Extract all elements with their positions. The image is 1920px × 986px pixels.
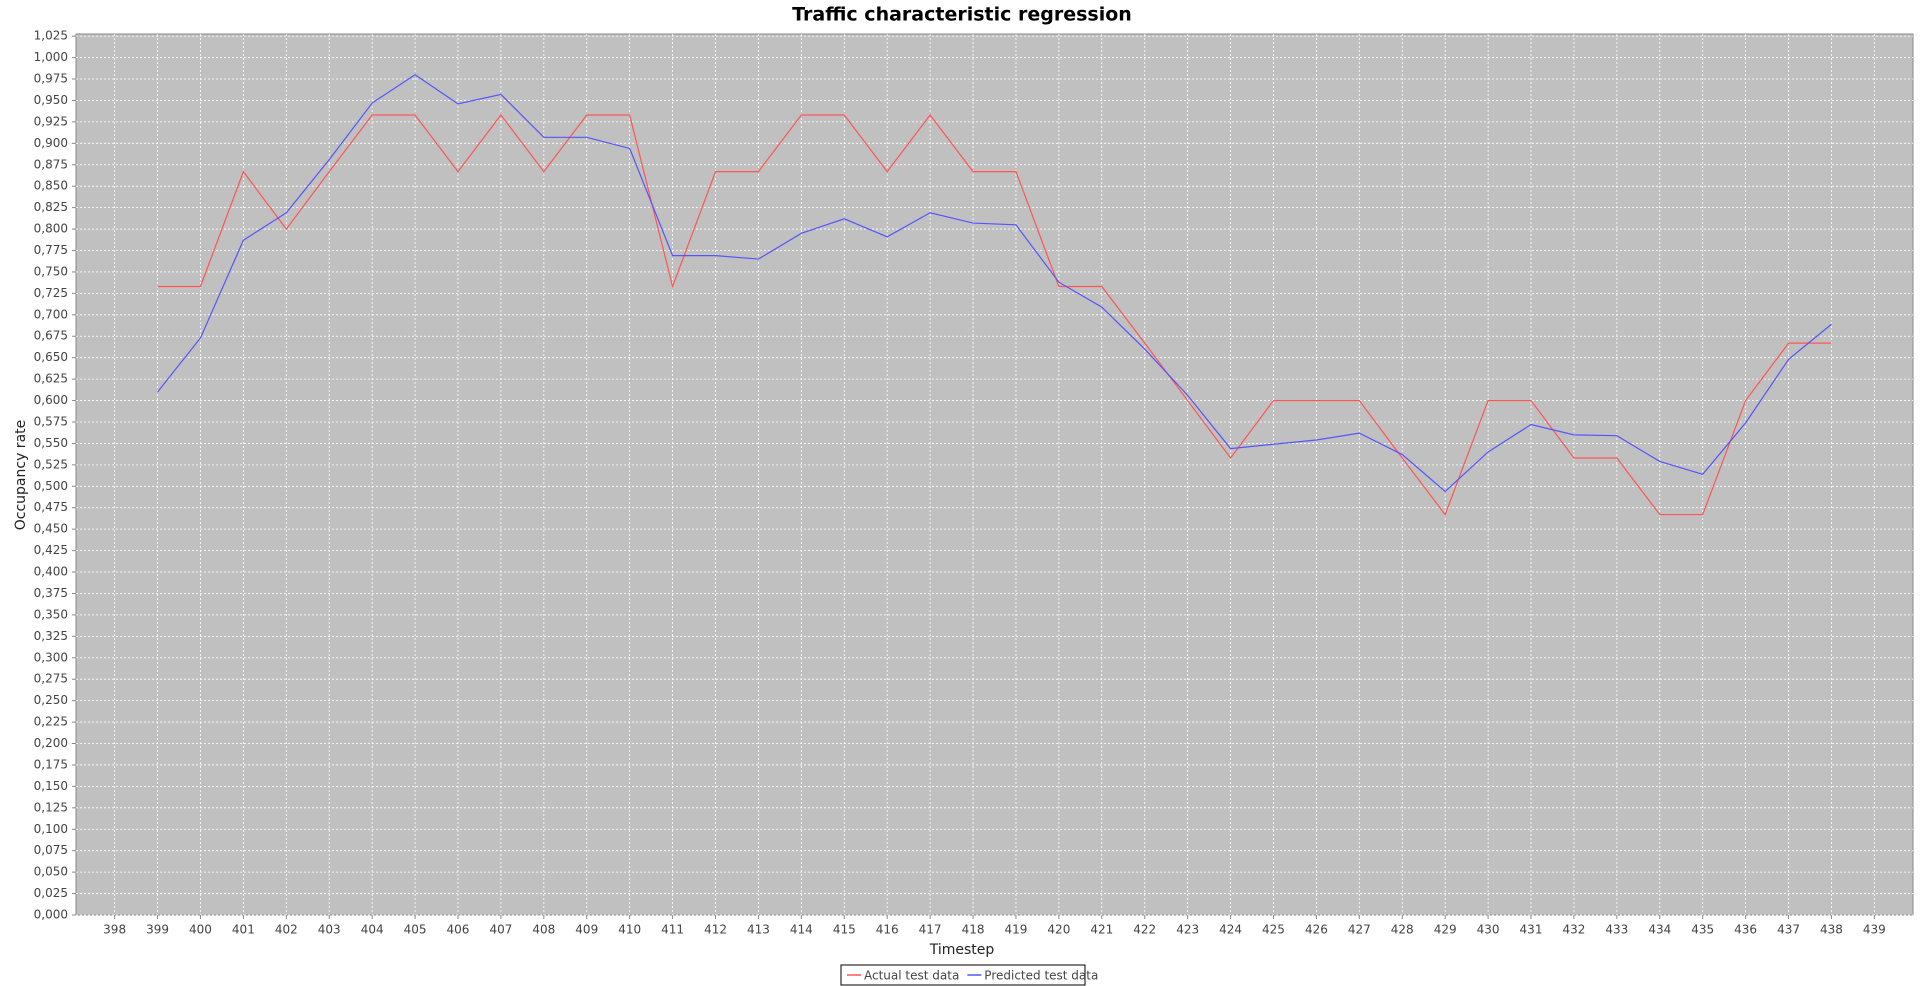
x-tick-label: 436: [1734, 923, 1757, 937]
y-tick-label: 0,450: [34, 522, 68, 536]
x-tick-label: 403: [318, 923, 341, 937]
y-tick-label: 0,100: [34, 822, 68, 836]
x-tick-label: 431: [1520, 923, 1543, 937]
y-tick-label: 0,250: [34, 693, 68, 707]
y-tick-label: 0,375: [34, 586, 68, 600]
y-tick-label: 0,750: [34, 264, 68, 278]
x-tick-label: 432: [1562, 923, 1585, 937]
x-axis-title: Timestep: [929, 942, 995, 958]
y-tick-label: 0,550: [34, 436, 68, 450]
x-tick-label: 407: [489, 923, 512, 937]
y-tick-label: 0,650: [34, 350, 68, 364]
x-tick-label: 418: [962, 923, 985, 937]
y-tick-label: 0,175: [34, 757, 68, 771]
y-tick-label: 0,600: [34, 393, 68, 407]
y-tick-label: 0,525: [34, 457, 68, 471]
x-tick-label: 405: [404, 923, 427, 937]
x-tick-label: 402: [275, 923, 298, 937]
y-tick-label: 0,350: [34, 607, 68, 621]
y-tick-label: 0,500: [34, 479, 68, 493]
y-tick-label: 0,300: [34, 650, 68, 664]
y-tick-label: 0,825: [34, 200, 68, 214]
legend-label: Actual test data: [864, 969, 959, 983]
x-tick-label: 406: [447, 923, 470, 937]
y-tick-label: 0,925: [34, 114, 68, 128]
y-tick-label: 0,050: [34, 865, 68, 879]
x-tick-label: 408: [532, 923, 555, 937]
x-tick-label: 424: [1219, 923, 1242, 937]
x-tick-label: 420: [1047, 923, 1070, 937]
x-tick-label: 437: [1777, 923, 1800, 937]
x-tick-label: 413: [747, 923, 770, 937]
series-line: [157, 74, 1832, 493]
x-tick-label: 427: [1348, 923, 1371, 937]
y-tick-label: 0,225: [34, 715, 68, 729]
x-tick-label: 411: [661, 923, 684, 937]
x-tick-label: 439: [1863, 923, 1886, 937]
y-tick-label: 1,025: [34, 29, 68, 43]
x-tick-label: 422: [1133, 923, 1156, 937]
y-tick-label: 0,575: [34, 414, 68, 428]
x-tick-label: 412: [704, 923, 727, 937]
y-tick-label: 0,425: [34, 543, 68, 557]
x-tick-label: 429: [1434, 923, 1457, 937]
chart-title: Traffic characteristic regression: [792, 4, 1132, 26]
x-tick-label: 426: [1305, 923, 1328, 937]
y-tick-label: 0,200: [34, 736, 68, 750]
y-tick-label: 0,900: [34, 136, 68, 150]
x-tick-label: 421: [1090, 923, 1113, 937]
legend: [840, 964, 1086, 986]
x-tick-label: 419: [1005, 923, 1028, 937]
x-tick-label: 423: [1176, 923, 1199, 937]
y-tick-label: 0,125: [34, 800, 68, 814]
x-tick-label: 438: [1820, 923, 1843, 937]
y-tick-label: 1,000: [34, 50, 68, 64]
y-tick-label: 0,700: [34, 307, 68, 321]
y-tick-label: 0,275: [34, 672, 68, 686]
x-tick-label: 404: [361, 923, 384, 937]
y-tick-label: 0,025: [34, 886, 68, 900]
x-tick-label: 409: [575, 923, 598, 937]
x-tick-label: 400: [189, 923, 212, 937]
y-tick-label: 0,000: [34, 908, 68, 922]
x-tick-label: 428: [1391, 923, 1414, 937]
x-tick-label: 433: [1605, 923, 1628, 937]
y-tick-label: 0,150: [34, 779, 68, 793]
x-tick-label: 435: [1691, 923, 1714, 937]
x-tick-label: 410: [618, 923, 641, 937]
y-tick-label: 0,800: [34, 222, 68, 236]
x-tick-label: 417: [919, 923, 942, 937]
x-tick-label: 401: [232, 923, 255, 937]
y-tick-label: 0,875: [34, 157, 68, 171]
plot-area: [75, 33, 1914, 916]
y-tick-label: 0,975: [34, 72, 68, 86]
x-tick-label: 398: [103, 923, 126, 937]
y-tick-label: 0,675: [34, 329, 68, 343]
y-tick-label: 0,475: [34, 500, 68, 514]
y-tick-label: 0,625: [34, 372, 68, 386]
x-tick-label: 399: [146, 923, 169, 937]
x-tick-label: 434: [1648, 923, 1671, 937]
legend-label: Predicted test data: [984, 969, 1098, 983]
x-tick-label: 414: [790, 923, 813, 937]
y-tick-label: 0,075: [34, 843, 68, 857]
x-tick-label: 430: [1477, 923, 1500, 937]
y-axis-title: Occupancy rate: [13, 420, 29, 531]
y-tick-label: 0,850: [34, 179, 68, 193]
x-tick-label: 416: [876, 923, 899, 937]
x-tick-label: 415: [833, 923, 856, 937]
y-tick-label: 0,400: [34, 565, 68, 579]
y-tick-label: 0,725: [34, 286, 68, 300]
x-tick-label: 425: [1262, 923, 1285, 937]
y-tick-label: 0,950: [34, 93, 68, 107]
y-tick-label: 0,775: [34, 243, 68, 257]
y-tick-label: 0,325: [34, 629, 68, 643]
